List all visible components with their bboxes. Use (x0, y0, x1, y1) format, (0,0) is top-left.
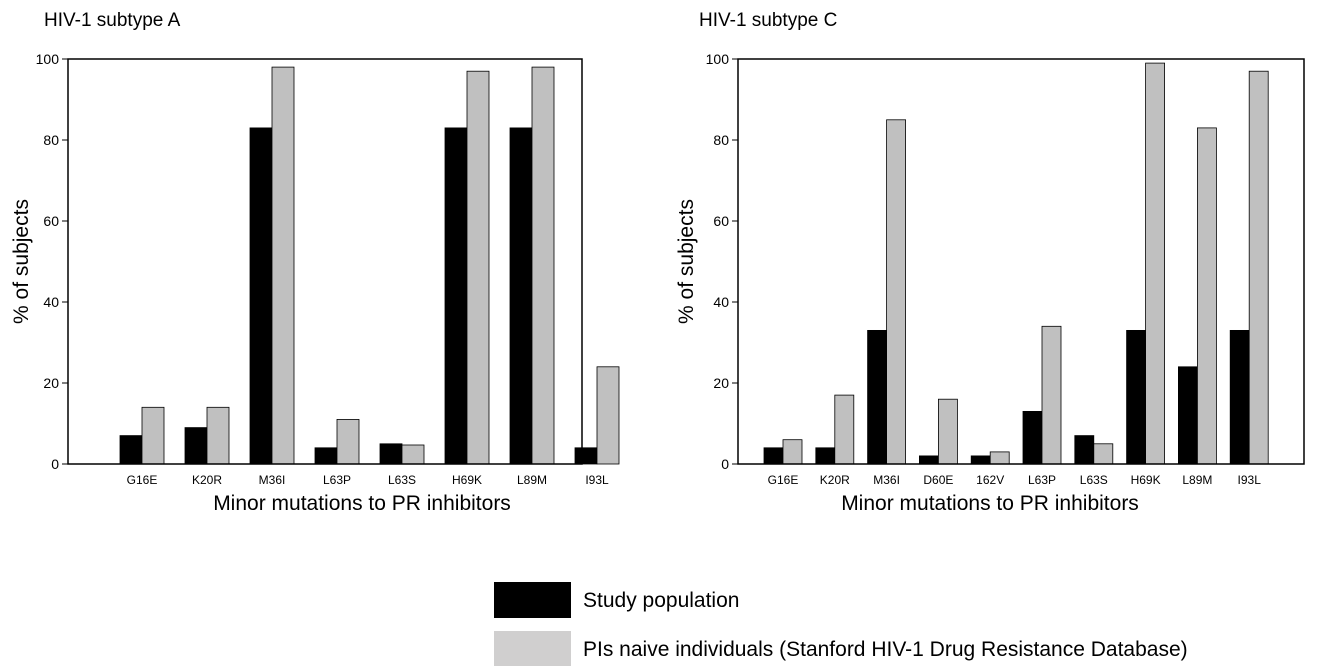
x-tick-label: I93L (1238, 473, 1262, 487)
bar-pis-naive-g16e (782, 439, 803, 465)
y-tick-label: 80 (713, 132, 729, 148)
x-tick-label: H69K (452, 473, 482, 487)
x-axis-label: Minor mutations to PR inhibitors (841, 492, 1139, 515)
y-tick-label: 0 (721, 456, 729, 472)
bar-pis-naive-d60e (938, 398, 958, 465)
y-tick-label: 100 (36, 51, 60, 67)
x-tick-label: K20R (820, 473, 850, 487)
bar-pis-naive-162v (989, 451, 1010, 465)
bar-study-population-l63p (1022, 410, 1043, 465)
bar-pis-naive-k20r (834, 394, 855, 465)
x-tick-label: L63S (388, 473, 416, 487)
chart-panel-subtype-c: HIV-1 subtype C 0 20 40 60 80 100 G16E K20R M36I D… (675, 10, 1305, 515)
plot-frame (737, 58, 1305, 465)
bar-study-population-l63s (1074, 435, 1095, 465)
bar-pis-naive-l63p (1041, 325, 1062, 465)
x-tick-label: D60E (923, 473, 953, 487)
y-axis-label: % of subjects (10, 199, 33, 324)
y-tick-label: 40 (713, 294, 729, 310)
bar-study-population-162v (970, 455, 991, 465)
chart-title: HIV-1 subtype C (699, 10, 837, 31)
bar-pis-naive-h69k (1145, 62, 1165, 465)
legend-swatch-pis-naive (494, 631, 571, 666)
x-tick-label: L63P (323, 473, 351, 487)
bar-pis-naive-l89m (531, 66, 555, 465)
x-tick-label: L63S (1080, 473, 1108, 487)
y-tick-label: 100 (706, 51, 730, 67)
x-axis-label: Minor mutations to PR inhibitors (213, 492, 511, 515)
legend: Study population PIs naive individuals (… (494, 582, 1188, 666)
bar-study-population-h69k (444, 127, 468, 465)
chart-panel-subtype-a: HIV-1 subtype A 0 20 40 60 80 100 G16E K20R M36I L… (10, 10, 620, 515)
y-axis-label: % of subjects (675, 199, 698, 324)
y-tick-label: 20 (713, 375, 729, 391)
bar-study-population-i93l (1229, 329, 1250, 465)
plot-frame (67, 58, 583, 465)
x-tick-label: G16E (768, 473, 799, 487)
y-tick-label: 40 (43, 294, 59, 310)
bar-pis-naive-g16e (141, 406, 165, 465)
bar-pis-naive-m36i (886, 119, 906, 465)
x-tick-label: K20R (192, 473, 222, 487)
bar-pis-naive-h69k (466, 70, 490, 465)
bar-pis-naive-l63p (336, 418, 360, 465)
y-tick-label: 20 (43, 375, 59, 391)
bar-study-population-k20r (184, 427, 208, 465)
x-tick-label: G16E (127, 473, 158, 487)
bar-study-population-m36i (249, 127, 273, 465)
x-tick-label: 162V (976, 473, 1004, 487)
x-tick-label: L89M (1182, 473, 1212, 487)
chart-title: HIV-1 subtype A (44, 10, 181, 31)
y-tick-label: 60 (43, 213, 59, 229)
bar-study-population-k20r (815, 447, 836, 465)
legend-label-study-population: Study population (583, 589, 739, 612)
bar-study-population-m36i (867, 329, 887, 465)
x-tick-label: L89M (517, 473, 547, 487)
bar-study-population-h69k (1126, 329, 1146, 465)
bar-study-population-d60e (919, 455, 939, 465)
x-tick-label: H69K (1131, 473, 1161, 487)
y-tick-label: 60 (713, 213, 729, 229)
x-tick-label: L63P (1028, 473, 1056, 487)
x-tick-label: I93L (585, 473, 609, 487)
x-tick-label: M36I (259, 473, 286, 487)
bar-study-population-l63p (314, 447, 338, 465)
bar-pis-naive-l89m (1197, 127, 1217, 465)
bar-pis-naive-i93l (596, 366, 620, 465)
legend-label-pis-naive: PIs naive individuals (Stanford HIV-1 Dr… (583, 638, 1188, 661)
bar-pis-naive-i93l (1248, 70, 1269, 465)
bar-pis-naive-m36i (271, 66, 295, 465)
bar-study-population-i93l (574, 447, 598, 465)
bar-pis-naive-l63s (1093, 443, 1114, 465)
legend-swatch-study-population (494, 582, 571, 618)
bar-study-population-g16e (119, 435, 143, 465)
bar-study-population-l63s (379, 443, 403, 465)
bar-pis-naive-k20r (206, 406, 230, 465)
bar-study-population-l89m (509, 127, 533, 465)
bar-study-population-g16e (763, 447, 784, 465)
bar-study-population-l89m (1178, 366, 1198, 465)
bar-pis-naive-l63s (401, 444, 425, 465)
x-tick-label: M36I (873, 473, 900, 487)
y-tick-label: 80 (43, 132, 59, 148)
y-tick-label: 0 (51, 456, 59, 472)
